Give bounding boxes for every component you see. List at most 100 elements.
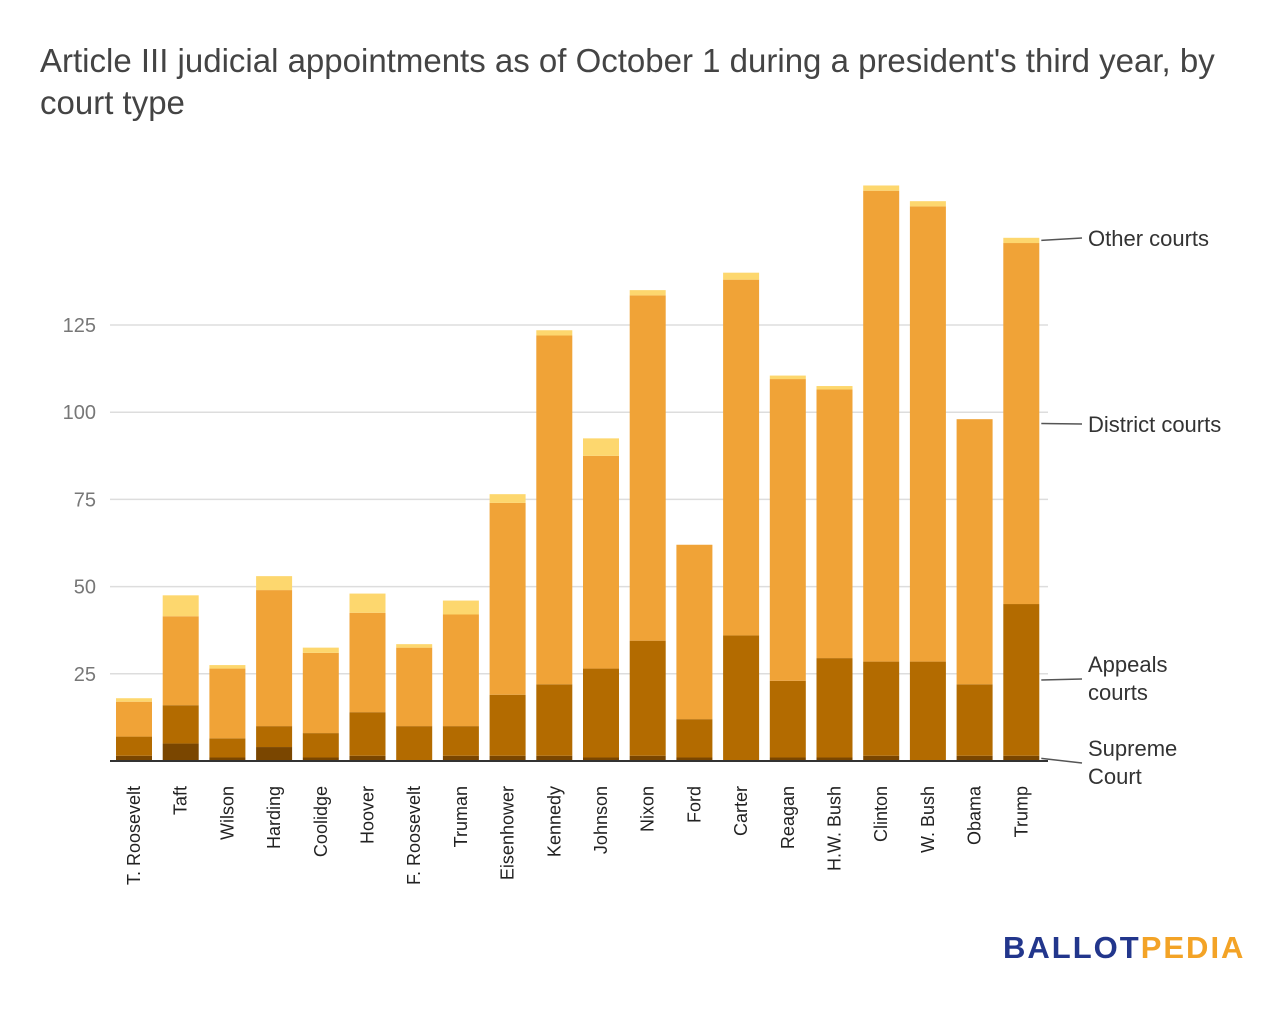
bar-segment-supreme	[863, 755, 900, 761]
category-label: Obama	[965, 785, 985, 845]
bars	[116, 185, 1040, 761]
y-tick-label: 75	[74, 489, 96, 511]
bar-segment-other	[349, 593, 386, 613]
legend-label-line: Court	[1088, 764, 1142, 789]
bar-segment-other	[536, 330, 573, 336]
bar-segment-supreme	[116, 755, 152, 761]
bar-segment-appeals	[816, 658, 853, 758]
bar-segment-appeals	[1003, 604, 1040, 756]
bar-segment-supreme	[956, 755, 993, 761]
bar-segment-supreme	[209, 757, 246, 761]
bar-segment-supreme	[583, 757, 619, 761]
category-label: Wilson	[217, 786, 237, 840]
bar-segment-district	[116, 701, 152, 737]
category-label: F. Roosevelt	[404, 786, 424, 885]
bar-segment-district	[1003, 243, 1040, 605]
bar-segment-district	[583, 455, 619, 669]
bar-segment-appeals	[256, 726, 293, 748]
bar-segment-appeals	[536, 684, 573, 756]
category-label: T. Roosevelt	[124, 786, 144, 885]
category-label: Hoover	[358, 786, 378, 844]
bar-segment-appeals	[629, 640, 666, 756]
bar-segment-supreme	[676, 757, 713, 761]
bar-segment-district	[302, 652, 339, 734]
bar-segment-district	[162, 616, 199, 706]
bar-segment-other	[629, 290, 666, 296]
bar-segment-other	[209, 665, 246, 669]
legend-label: Supreme Court	[1088, 736, 1177, 789]
legend-label: Appeals courts	[1088, 652, 1168, 705]
bar-segment-supreme	[769, 757, 806, 761]
category-label: Nixon	[638, 786, 658, 832]
bar-segment-appeals	[863, 661, 900, 756]
legend-leader-line	[1041, 237, 1083, 242]
bar-segment-supreme	[162, 743, 199, 761]
bar-segment-district	[349, 612, 386, 713]
category-label: W. Bush	[918, 786, 938, 853]
category-label: Kennedy	[544, 786, 564, 857]
category-label: Harding	[264, 786, 284, 849]
bar-segment-district	[676, 544, 713, 720]
bar-segment-other	[1003, 237, 1040, 244]
ballotpedia-logo: BALLOTPEDIA	[1003, 930, 1246, 965]
bar-segment-appeals	[583, 668, 619, 758]
category-label: Reagan	[778, 786, 798, 849]
bar-segment-other	[816, 386, 853, 390]
category-label: Coolidge	[311, 786, 331, 857]
legend-label-line: courts	[1088, 680, 1148, 705]
bar-segment-appeals	[442, 726, 479, 756]
bar-segment-other	[256, 576, 293, 591]
legend-label: District courts	[1088, 412, 1221, 437]
bar-segment-supreme	[1003, 755, 1040, 761]
bar-segment-district	[536, 335, 573, 685]
legend-label-line: Appeals	[1088, 652, 1168, 677]
bar-segment-district	[723, 279, 760, 636]
bar-segment-other	[162, 595, 199, 617]
gridlines	[110, 324, 1048, 675]
bar-segment-other	[583, 438, 619, 456]
bar-segment-other	[863, 185, 900, 191]
bar-segment-supreme	[816, 757, 853, 761]
category-label: H.W. Bush	[825, 786, 845, 871]
bar-segment-other	[116, 698, 152, 702]
bar-segment-district	[396, 647, 433, 727]
bar-segment-appeals	[909, 661, 946, 761]
legend-leader-line	[1041, 757, 1083, 764]
bar-segment-district	[956, 419, 993, 685]
category-label: Ford	[684, 786, 704, 823]
bar-segment-appeals	[489, 694, 526, 756]
bar-segment-other	[489, 494, 526, 503]
bar-segment-other	[723, 272, 760, 280]
bar-segment-appeals	[396, 726, 433, 761]
bar-segment-supreme	[489, 755, 526, 761]
bar-segment-appeals	[723, 635, 760, 761]
category-label: Truman	[451, 786, 471, 847]
category-label: Eisenhower	[498, 786, 518, 880]
bar-segment-appeals	[349, 712, 386, 756]
bar-segment-appeals	[302, 733, 339, 758]
category-label: Clinton	[871, 786, 891, 842]
bar-segment-appeals	[676, 719, 713, 758]
bar-segment-appeals	[769, 680, 806, 758]
bar-segment-supreme	[349, 755, 386, 761]
bar-segment-appeals	[162, 705, 199, 744]
bar-segment-other	[396, 644, 433, 648]
bar-segment-appeals	[209, 738, 246, 758]
bar-segment-appeals	[956, 684, 993, 756]
y-tick-label: 125	[63, 315, 96, 337]
legend-label-line: Supreme	[1088, 736, 1177, 761]
legend-label: Other courts	[1088, 226, 1209, 251]
bar-segment-district	[489, 502, 526, 695]
category-label: Carter	[731, 786, 751, 836]
bar-segment-supreme	[629, 755, 666, 761]
bar-segment-supreme	[302, 757, 339, 761]
category-label: Taft	[171, 786, 191, 815]
bar-segment-district	[256, 590, 293, 727]
bar-segment-other	[909, 201, 946, 207]
labels: 25 50 75 100 125 T. Roosevelt Taft Wilson Hardin…	[63, 315, 1032, 885]
y-tick-label: 100	[63, 402, 96, 424]
y-tick-label: 25	[74, 664, 96, 686]
bar-segment-district	[209, 668, 246, 739]
bar-segment-district	[442, 614, 479, 727]
